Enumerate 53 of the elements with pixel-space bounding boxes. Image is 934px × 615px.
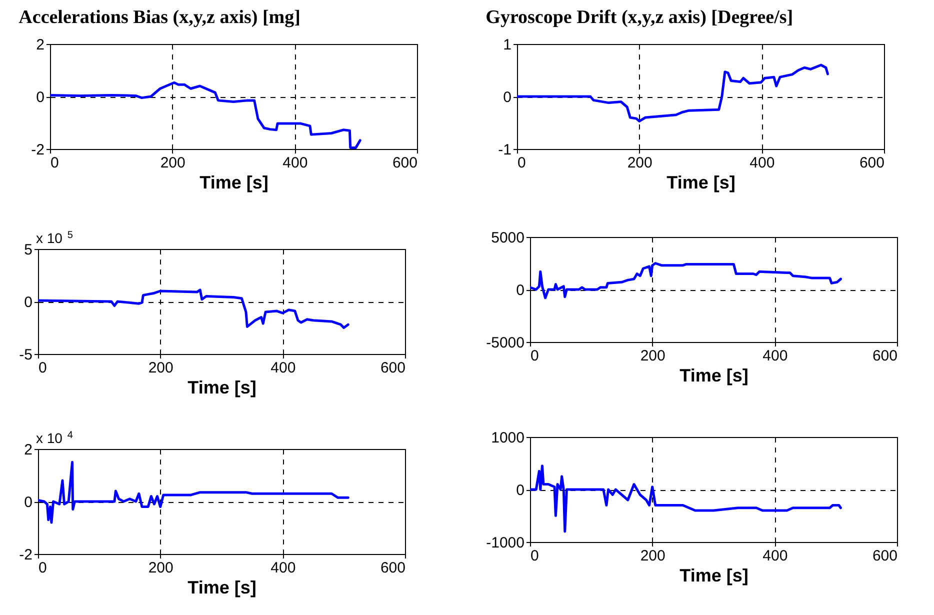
x-tick-label: 600: [380, 560, 406, 576]
x-tick-label: 0: [530, 548, 539, 564]
x-axis-title: Time [s]: [188, 378, 256, 398]
y-tick-label: 5000: [491, 230, 524, 246]
x-axis-title: Time [s]: [188, 578, 256, 598]
chart-title: Gyroscope Drift (x,y,z axis) [Degree/s]: [486, 7, 794, 28]
y-tick-label: -1: [498, 142, 512, 158]
x-tick-label: 200: [148, 360, 174, 376]
x-axis-title: Time [s]: [666, 172, 736, 192]
y-tick-label: 2: [24, 442, 32, 458]
x-tick-label: 200: [160, 154, 186, 172]
x-tick-label: 600: [872, 348, 898, 364]
y-tick-label: 0: [516, 282, 524, 299]
y-tick-label: 0: [516, 482, 524, 499]
line-series: [38, 460, 350, 524]
x-tick-label: 400: [270, 360, 296, 376]
x-tick-label: 600: [392, 154, 418, 172]
x-tick-label: 0: [530, 348, 539, 364]
y-tick-label: -2: [19, 546, 32, 564]
x-tick-label: 600: [859, 154, 884, 172]
x-tick-label: 200: [148, 560, 174, 576]
y-tick-label: 0: [36, 89, 44, 106]
y-tick-label: -2: [31, 142, 44, 158]
y-tick-label: 0: [24, 494, 32, 511]
line-series: [50, 81, 362, 149]
chart-title: Accelerations Bias (x,y,z axis) [mg]: [18, 7, 300, 28]
y-tick-label: -5000: [486, 334, 524, 352]
y-tick-label: 1: [503, 36, 512, 54]
line-series: [38, 288, 350, 329]
line-series: [530, 262, 842, 300]
y-tick-label: 5: [24, 242, 32, 258]
y-tick-label: 1000: [491, 430, 524, 446]
y-tick-label: -1000: [486, 534, 524, 552]
x-tick-label: 400: [750, 154, 775, 172]
y-tick-label: -5: [19, 346, 32, 364]
x-tick-label: 200: [627, 154, 652, 172]
x-tick-label: 400: [282, 154, 308, 172]
y-tick-label: 0: [24, 294, 32, 311]
line-series: [517, 64, 829, 122]
x-tick-label: 200: [640, 548, 666, 564]
x-tick-label: 400: [762, 548, 788, 564]
y-tick-label: 0: [503, 89, 512, 106]
x-tick-label: 200: [640, 348, 666, 364]
x-tick-label: 400: [762, 348, 788, 364]
x-axis-title: Time [s]: [200, 172, 268, 192]
line-series: [530, 464, 842, 533]
y-tick-label: 2: [36, 36, 44, 54]
x-axis-title: Time [s]: [680, 366, 748, 386]
x-tick-label: 0: [50, 154, 59, 172]
x-tick-label: 400: [270, 560, 296, 576]
x-axis-title: Time [s]: [680, 566, 748, 586]
x-tick-label: 600: [380, 360, 406, 376]
x-tick-label: 600: [872, 548, 898, 564]
